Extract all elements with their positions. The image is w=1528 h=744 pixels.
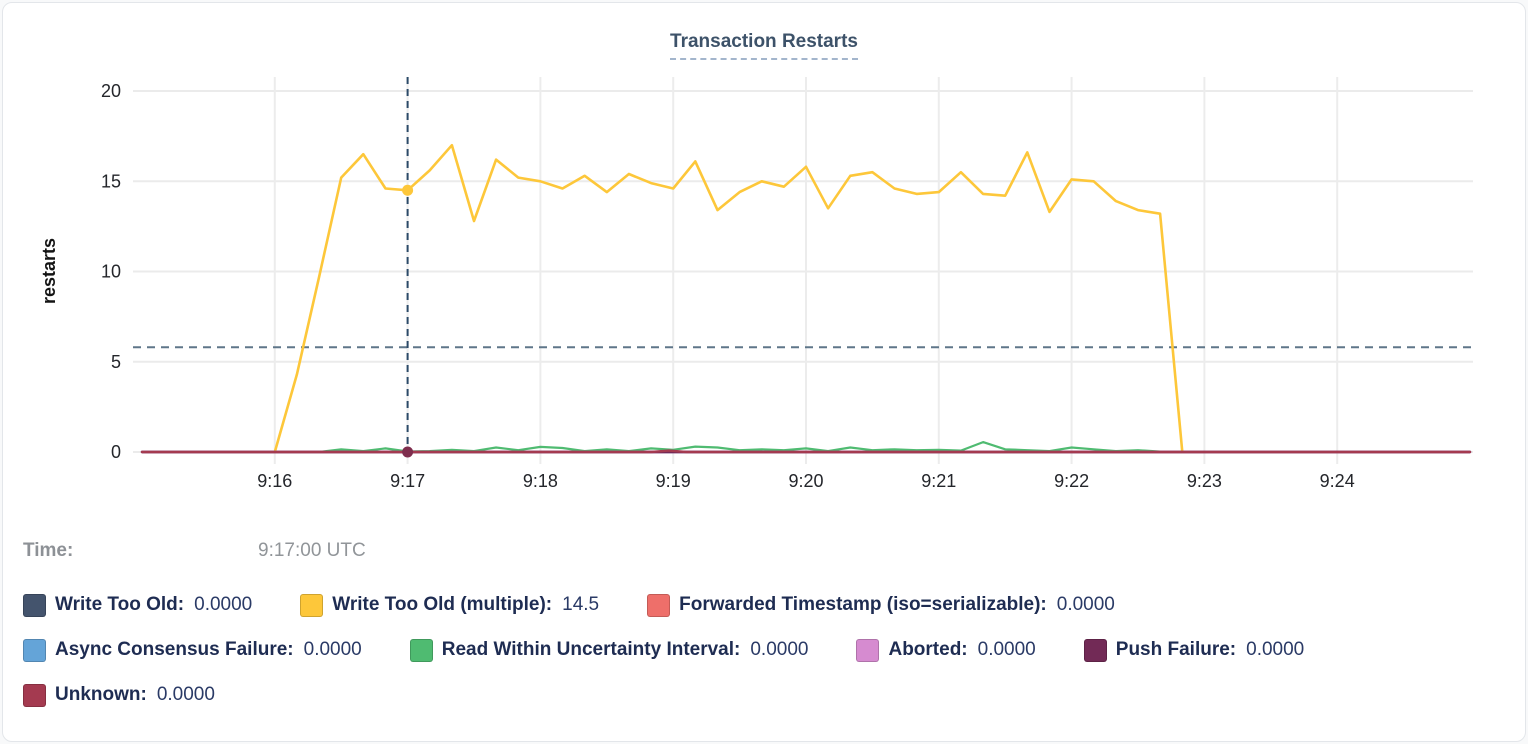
legend-row: Async Consensus Failure: 0.0000 Read Withi… [23,636,1503,664]
legend-value: 0.0000 [977,639,1036,660]
legend-item-read-within-uncertainty-interval[interactable]: Read Within Uncertainty Interval: 0.0000 [409,638,809,662]
y-tick-label: 0 [111,442,121,462]
series-line-unknown [140,449,1472,454]
legend-label: Forwarded Timestamp (iso=serializable): [679,594,1047,615]
legend-swatch-read-within-uncertainty-interval [409,638,433,662]
y-tick-label: 10 [101,262,121,282]
legend-swatch-write-too-old-multiple- [300,593,324,617]
legend-value: 0.0000 [194,594,253,615]
series-line-read-within-uncertainty-interval [318,441,1162,454]
x-tick-label: 9:24 [1320,471,1355,491]
time-label: Time: [23,540,74,561]
x-tick-label: 9:20 [788,471,823,491]
legend-label: Async Consensus Failure: [55,639,294,660]
legend-item-async-consensus-failure[interactable]: Async Consensus Failure: 0.0000 [23,638,362,662]
legend-value: 0.0000 [156,684,215,705]
legend-row: Write Too Old: 0.0000 Write Too Old (multi… [23,591,1503,619]
legend-swatch-push-failure [1083,638,1107,662]
x-tick-label: 9:16 [257,471,292,491]
cursor-time-row: Time: 9:17:00 UTC [3,540,1525,566]
x-tick-label: 9:21 [921,471,956,491]
x-tick-label: 9:22 [1054,471,1089,491]
cursor-marker [402,184,414,196]
chart-legend: Write Too Old: 0.0000 Write Too Old (multi… [23,591,1503,726]
legend-item-write-too-old-multiple-[interactable]: Write Too Old (multiple): 14.5 [300,593,600,617]
time-value: 9:17:00 UTC [258,540,366,561]
legend-label: Write Too Old (multiple): [332,594,553,615]
legend-swatch-aborted [856,638,880,662]
legend-value: 0.0000 [1056,594,1115,615]
cursor-marker [402,446,414,458]
legend-label: Aborted: [888,639,968,660]
legend-label: Push Failure: [1115,639,1237,660]
legend-swatch-write-too-old [23,593,46,617]
legend-item-write-too-old[interactable]: Write Too Old: 0.0000 [23,593,253,617]
legend-item-push-failure[interactable]: Push Failure: 0.0000 [1083,638,1305,662]
legend-value: 0.0000 [303,639,362,660]
y-tick-label: 5 [111,352,121,372]
y-tick-label: 15 [101,171,121,191]
legend-label: Read Within Uncertainty Interval: [441,639,741,660]
x-tick-label: 9:17 [390,471,425,491]
y-axis-label: restarts [39,238,59,304]
transaction-restarts-chart[interactable]: 0 5 10 15 20 9:16 9:17 9:18 9:19 9:20 9:21 9:22 9:23… [3,3,1528,518]
x-tick-label: 9:23 [1187,471,1222,491]
chart-title[interactable]: Transaction Restarts [670,31,858,60]
legend-item-aborted[interactable]: Aborted: 0.0000 [856,638,1036,662]
legend-label: Unknown: [55,684,147,705]
series-line-write-too-old-multiple- [273,143,1184,454]
legend-label: Write Too Old: [55,594,185,615]
legend-swatch-unknown [23,683,46,707]
y-tick-label: 20 [101,81,121,101]
legend-value: 0.0000 [750,639,809,660]
legend-value: 14.5 [562,594,600,615]
legend-value: 0.0000 [1246,639,1305,660]
legend-swatch-async-consensus-failure [23,638,46,662]
legend-swatch-forwarded-timestamp-iso-serializable- [647,593,671,617]
legend-row: Unknown: 0.0000 [23,681,1503,709]
legend-item-forwarded-timestamp-iso-serializable-[interactable]: Forwarded Timestamp (iso=serializable): 0… [647,593,1115,617]
x-tick-label: 9:18 [523,471,558,491]
x-tick-label: 9:19 [656,471,691,491]
legend-item-unknown[interactable]: Unknown: 0.0000 [23,683,215,707]
